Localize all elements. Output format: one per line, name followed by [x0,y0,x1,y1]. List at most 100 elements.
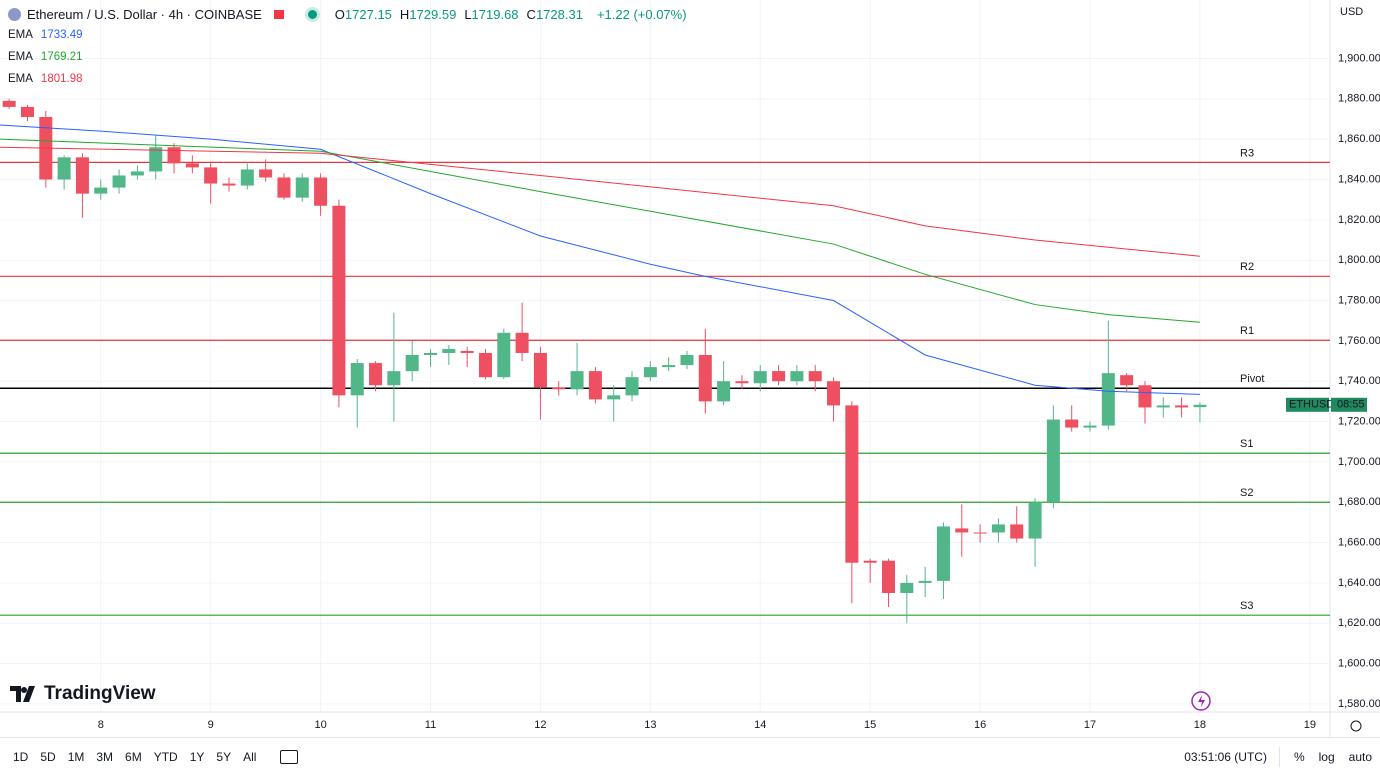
candle-body [1010,524,1024,539]
candle-body [790,371,804,382]
pivot-level-label: R3 [1240,147,1254,159]
candle-body [772,371,786,382]
candle-body [130,171,144,176]
candle-body [625,377,639,396]
candle-body [259,169,273,178]
range-button[interactable]: YTD [153,750,178,764]
header: Ethereum / U.S. Dollar · 4h · COINBASE O… [8,7,687,22]
candle-body [167,147,181,164]
ohlc-key: L [464,7,472,22]
candle-body [1101,373,1115,426]
candle-body [735,381,749,384]
candle-body [222,183,236,186]
scale-option[interactable]: log [1318,750,1335,764]
ema-legend-row: EMA 1733.49 [8,29,83,41]
logo-text: TradingView [44,683,156,704]
candle-body [991,524,1005,533]
range-button[interactable]: 1Y [189,750,205,764]
scale-option[interactable]: % [1293,750,1305,764]
candle-body [149,147,163,172]
ohlc-item: O1727.15 [335,7,396,22]
candle-body [827,381,841,406]
candle-body [332,205,346,396]
candle-body [717,381,731,402]
y-tick-label: 1,740.00 [1338,375,1380,387]
candle-body [240,169,254,186]
pivot-level-label: R1 [1240,325,1254,337]
ohlc-value: 1727.15 [344,7,392,22]
pivot-level-label: Pivot [1240,373,1264,385]
chart: USD 1,580.00 1,600.00 1,620.00 1,640.00 1,66… [0,0,1380,737]
ohlc-item: C1728.31 [527,7,587,22]
candle-body [643,367,657,378]
range-button[interactable]: 1D [13,750,29,764]
y-tick-label: 1,880.00 [1338,93,1380,105]
candle-body [478,352,492,378]
logo-mark [10,686,35,702]
price-tag-bg [1331,397,1367,412]
x-tick-label: 11 [425,719,436,731]
ohlc-value: 1719.68 [471,7,519,22]
scale-options: % log auto [1280,750,1372,764]
candle-body [588,371,602,400]
candle-body [460,350,474,353]
y-tick-label: 1,720.00 [1338,415,1380,427]
pivot-level-label: R2 [1240,261,1254,273]
ema-legend-value: 1769.21 [40,51,83,63]
ema-legend-name: EMA [8,73,33,85]
candle-body [1028,502,1042,539]
candle-body [881,560,895,593]
candle-body [607,395,621,400]
y-tick-label: 1,600.00 [1338,657,1380,669]
candle-body [900,582,914,593]
logo[interactable]: TradingView [10,683,156,705]
y-tick-label: 1,900.00 [1338,52,1380,64]
symbol-icon [8,8,21,21]
candle-body [753,371,767,384]
candle-body [1083,425,1097,428]
candle-body [1046,419,1060,503]
candle-body [350,363,364,396]
range-button[interactable]: 1M [67,750,85,764]
ema-line [0,138,1200,323]
candle-body [277,177,291,198]
pivot-level-label: S2 [1240,487,1253,499]
candle-body [662,365,676,368]
change: +1.22 (+0.07%) [596,7,687,22]
events-icon[interactable] [1191,691,1211,711]
range-button[interactable]: All [243,750,257,764]
y-tick-label: 1,640.00 [1338,577,1380,589]
ema-line [0,124,1200,395]
date-range-icon[interactable] [280,750,299,764]
ema-line [0,146,1200,257]
settings-icon[interactable] [1350,720,1362,732]
y-tick-label: 1,780.00 [1338,294,1380,306]
scale-option[interactable]: auto [1348,750,1372,764]
range-button[interactable]: 6M [125,750,142,764]
y-tick-label: 1,840.00 [1338,173,1380,185]
range-button[interactable]: 5D [40,750,56,764]
ohlc-item: H1729.59 [400,7,460,22]
range-button[interactable]: 3M [96,750,114,764]
clock[interactable]: 03:51:06 (UTC) [1184,750,1267,764]
candle-body [1175,405,1189,408]
y-tick-label: 1,580.00 [1338,698,1380,710]
ema-legend-row: EMA 1769.21 [8,51,83,63]
candle-body [1193,404,1207,408]
candle-body [533,352,547,388]
ema-legend-name: EMA [8,29,33,41]
candle-body [405,354,419,372]
range-buttons: 1D 5D 1M 3M 6M YTD 1Y 5Y All [1,750,262,764]
x-tick-label: 9 [208,719,214,731]
range-button[interactable]: 5Y [216,750,232,764]
pivot-level-label: S3 [1240,600,1253,612]
candle-body [936,526,950,581]
ema-legend-value: 1801.98 [40,73,83,85]
candle-body [863,560,877,563]
candle-body [515,332,529,353]
candle-body [570,371,584,390]
flag-icon[interactable] [273,10,284,19]
candle-body [2,100,16,107]
y-tick-label: 1,860.00 [1338,133,1380,145]
